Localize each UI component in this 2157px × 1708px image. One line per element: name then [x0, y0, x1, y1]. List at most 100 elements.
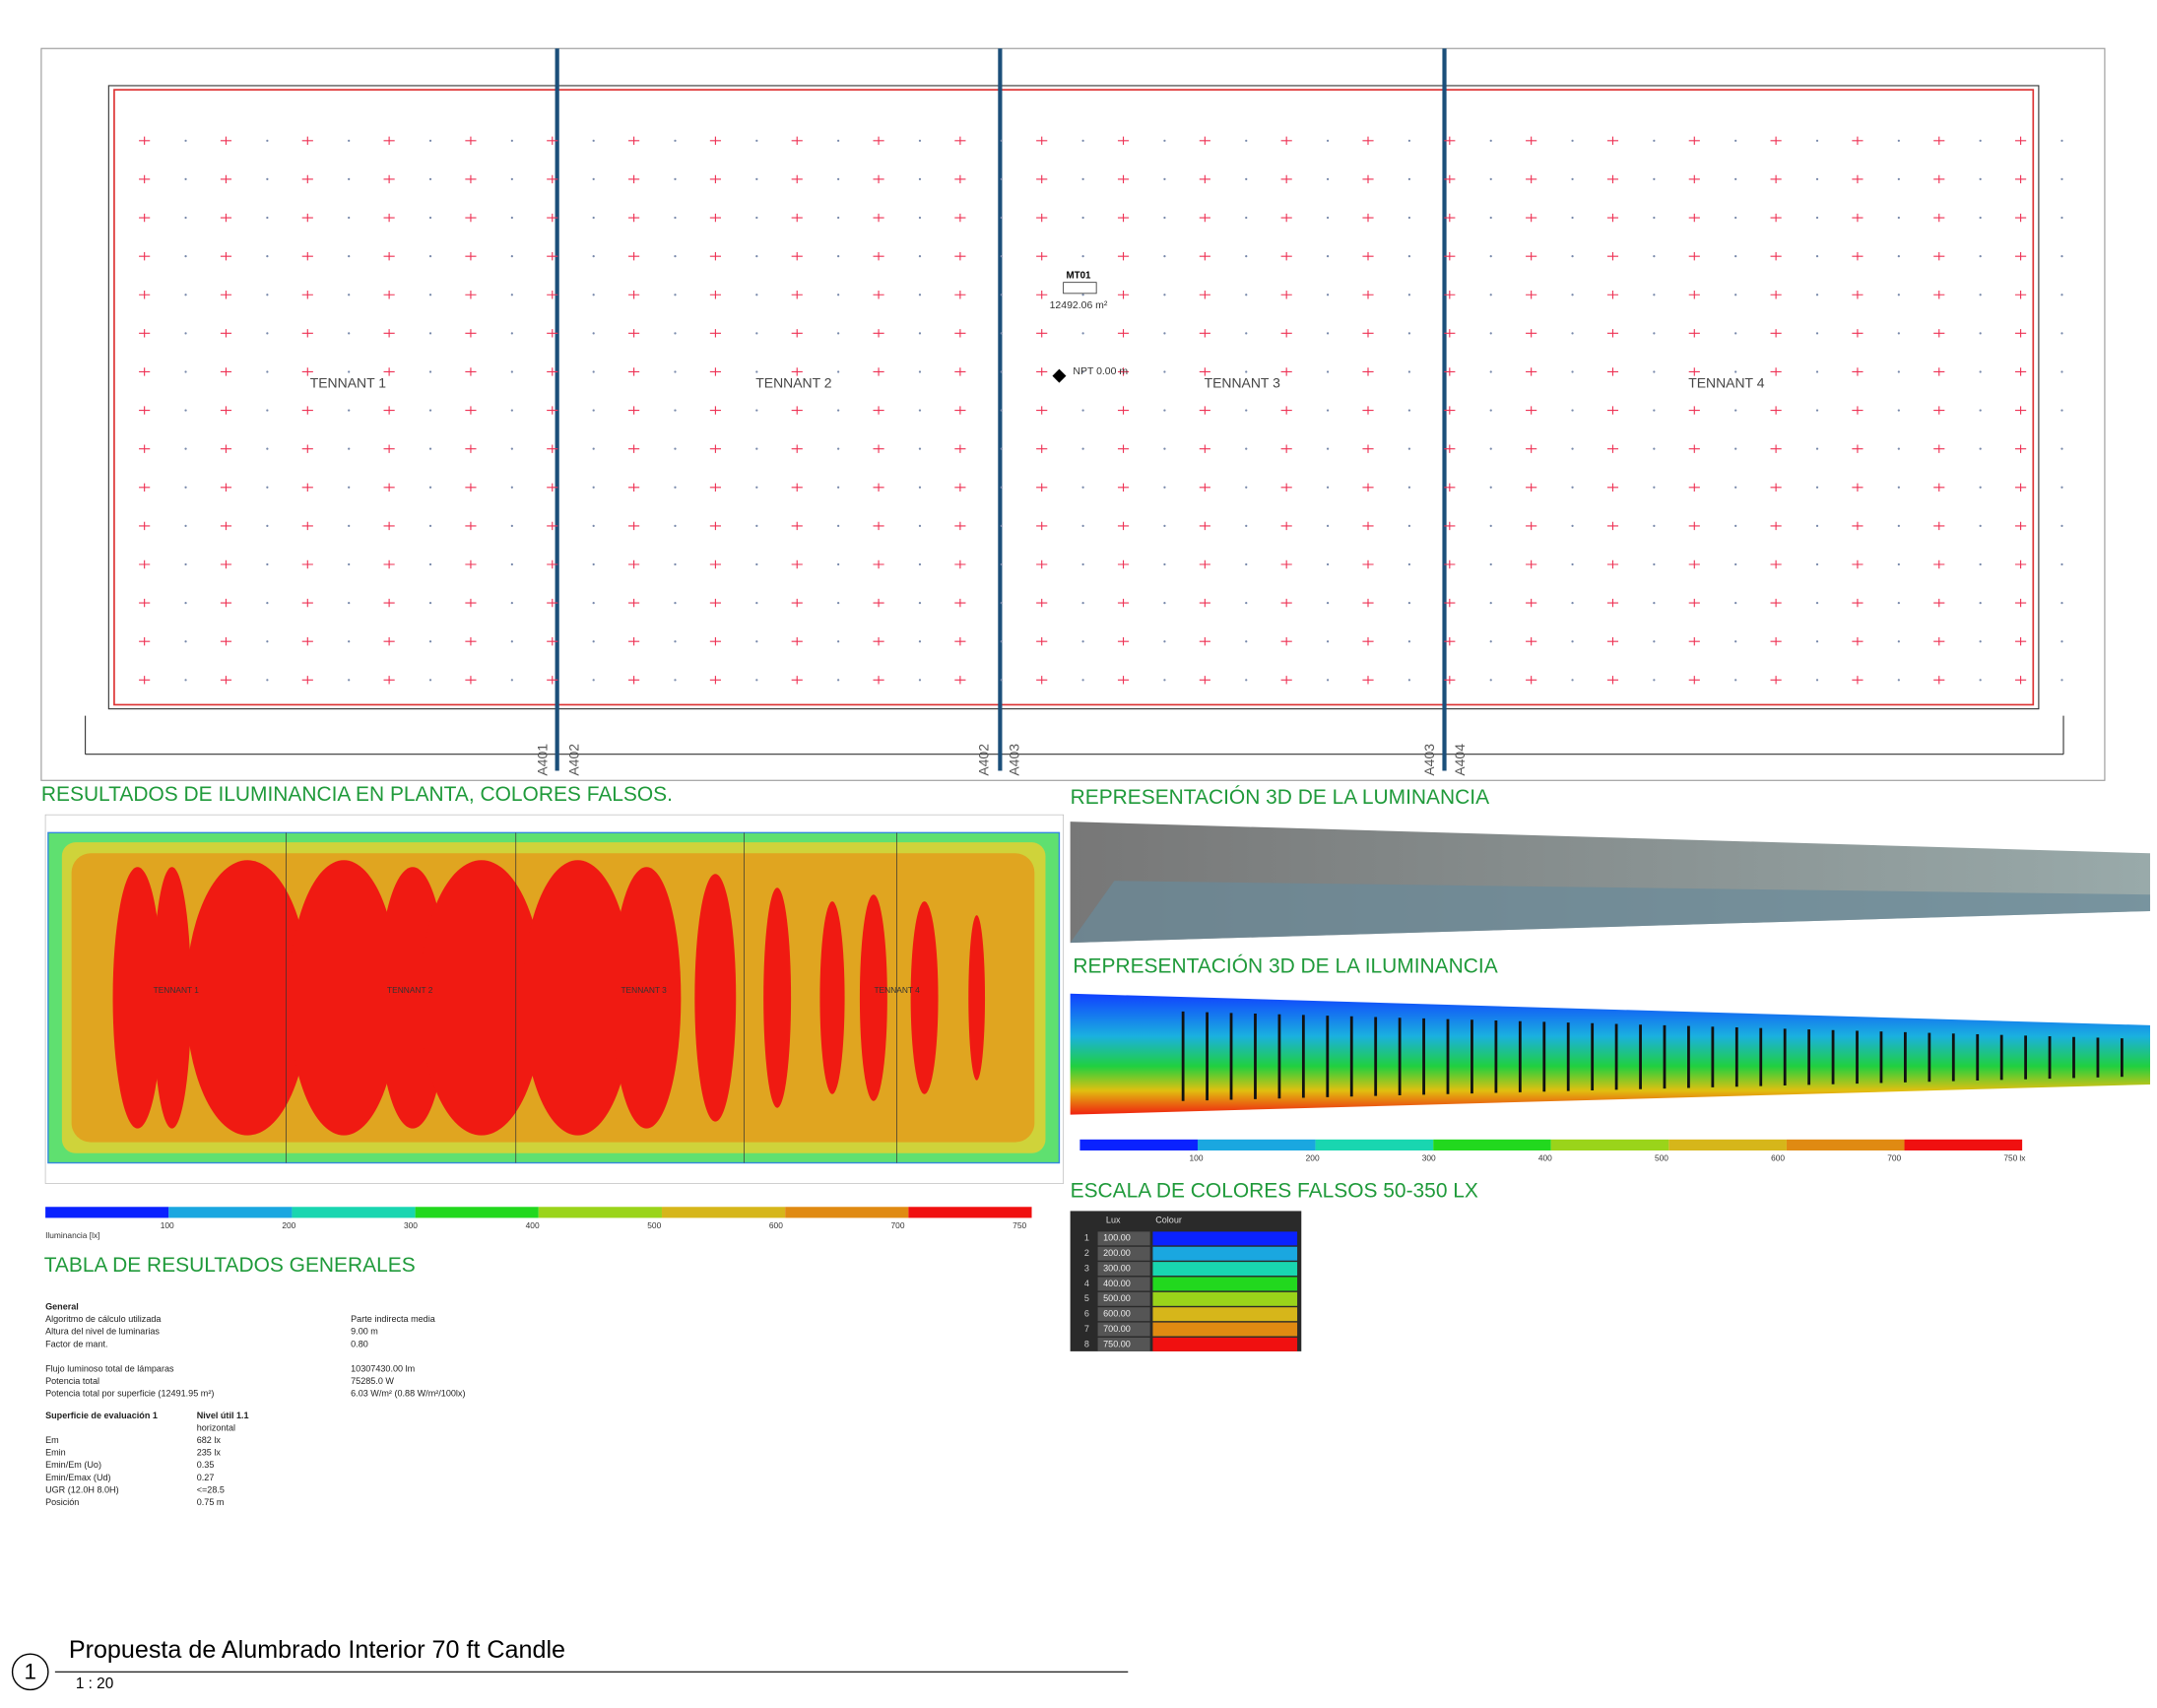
fixture — [1606, 291, 1619, 299]
fixture — [1852, 444, 1863, 453]
fixture — [1117, 251, 1130, 261]
fixture-dot — [510, 139, 513, 142]
fixture — [1280, 676, 1292, 685]
fixture — [301, 676, 313, 685]
fixture — [1933, 291, 1945, 299]
fixture-dot — [837, 216, 840, 220]
fixture-dot — [1489, 409, 1492, 412]
fixture-dot — [510, 562, 513, 566]
fixture — [1688, 213, 1700, 223]
fixture — [1199, 213, 1210, 223]
fixture-dot — [1000, 332, 1003, 335]
fixture-dot — [837, 409, 840, 412]
results-label: Flujo luminoso total de lámparas — [45, 1363, 174, 1373]
fixture — [709, 251, 722, 261]
results-heading: General — [45, 1302, 79, 1312]
fixture-dot — [1000, 486, 1003, 489]
fixture-dot — [1653, 601, 1656, 605]
fixture — [301, 174, 313, 184]
fixture-dot — [1081, 216, 1084, 220]
fixture-dot — [592, 486, 595, 489]
grid-label: A404 — [1452, 744, 1468, 776]
fixture — [301, 406, 313, 415]
fixture-dot — [428, 332, 432, 335]
fixture — [1933, 406, 1945, 415]
fixture-dot — [592, 679, 595, 682]
fixture-dot — [428, 640, 432, 643]
section-title: ESCALA DE COLORES FALSOS 50-350 LX — [1071, 1179, 1478, 1202]
fixture-dot — [1326, 255, 1330, 258]
legend-tick: 300 — [404, 1220, 418, 1230]
fixture-dot — [184, 601, 187, 605]
fixture — [1280, 291, 1292, 299]
illuminance-render — [1070, 993, 2151, 1115]
fixture-dot — [1407, 409, 1411, 412]
fixture — [1117, 637, 1130, 646]
table-lux: 700.00 — [1103, 1324, 1131, 1334]
fixture-dot — [1734, 294, 1737, 296]
results-value: 0.75 m — [197, 1497, 225, 1507]
fixture — [383, 521, 395, 531]
fixture — [220, 367, 232, 376]
fixture-dot — [1081, 679, 1084, 682]
fixture-dot — [1734, 370, 1737, 373]
results-heading: Nivel útil 1.1 — [197, 1411, 249, 1420]
building-outline — [113, 89, 2035, 706]
fixture-dot — [510, 409, 513, 412]
fixture — [1688, 406, 1700, 415]
fixture-dot — [1979, 139, 1982, 142]
fixture — [1770, 367, 1782, 376]
fixture — [709, 406, 722, 415]
fixture-dot — [1979, 409, 1982, 412]
fixture-dot — [1653, 640, 1656, 643]
fixture — [1526, 521, 1537, 531]
fixture-dot — [1653, 524, 1656, 528]
fixture-dot — [1979, 640, 1982, 643]
color-table: Lux Colour 1 100.00 2 200.00 3 300.00 4 400.00 5 50… — [1070, 1211, 1302, 1351]
fixture — [954, 213, 966, 223]
fixture-dot — [1897, 486, 1900, 489]
fixture — [1444, 329, 1456, 338]
results-value: 0.80 — [351, 1339, 368, 1348]
fixture-dot — [1734, 332, 1737, 335]
fixture-dot — [2060, 679, 2063, 682]
fixture — [465, 483, 477, 492]
fixture-dot — [184, 679, 187, 682]
fixture-dot — [1326, 216, 1330, 220]
fixture-dot — [1734, 640, 1737, 643]
fixture-dot — [348, 139, 351, 142]
fixture-dot — [2060, 177, 2063, 181]
results-label: Factor de mant. — [45, 1339, 107, 1348]
fixture-dot — [1815, 294, 1819, 296]
fixture — [547, 291, 558, 299]
lux-cell — [1097, 1231, 1150, 1246]
fixture-dot — [918, 409, 922, 412]
fixture-dot — [184, 177, 187, 181]
fixture — [1526, 444, 1537, 453]
fixture — [954, 251, 966, 261]
fixture-dot — [428, 409, 432, 412]
legend-tick: 100 — [161, 1220, 174, 1230]
color-cell — [1152, 1231, 1298, 1246]
fixture — [1770, 676, 1782, 685]
fixture-dot — [1979, 601, 1982, 605]
fixture-dot — [1979, 332, 1982, 335]
fixture-dot — [1815, 332, 1819, 335]
fixture-dot — [2060, 409, 2063, 412]
color-cell — [1152, 1246, 1298, 1261]
fixture — [1526, 367, 1537, 376]
results-value: 0.27 — [197, 1473, 215, 1482]
fixture-dot — [918, 139, 922, 142]
fixture-dot — [755, 177, 758, 181]
fixture-dot — [1897, 255, 1900, 258]
luminance-floor — [1070, 881, 2151, 944]
fixture — [1444, 521, 1456, 531]
fixture-dot — [837, 640, 840, 643]
results-label: Em — [45, 1435, 59, 1445]
fixture — [383, 329, 395, 338]
fixture-dot — [348, 679, 351, 682]
fixture-dot — [755, 332, 758, 335]
fixture — [2015, 521, 2027, 531]
table-index: 6 — [1084, 1309, 1089, 1319]
fixture-dot — [2060, 640, 2063, 643]
